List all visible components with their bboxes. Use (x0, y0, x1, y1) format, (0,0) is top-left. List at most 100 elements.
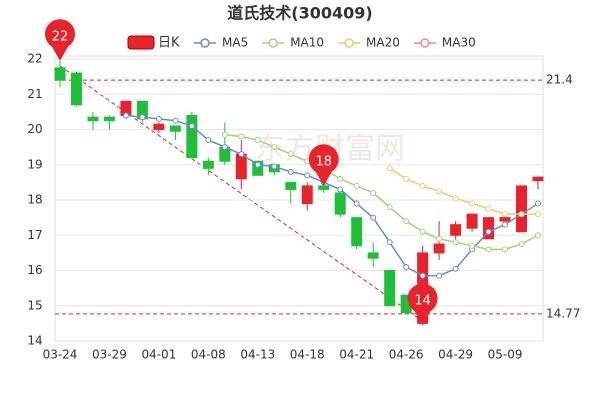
ma-point (386, 165, 393, 172)
candle-body (202, 160, 214, 169)
legend-swatch (127, 35, 155, 50)
ma-point (139, 114, 146, 121)
y-tick-label: 17 (27, 228, 42, 242)
plot-border (54, 55, 544, 342)
marker-label: 14 (414, 294, 431, 309)
x-tick-label: 05-09 (488, 348, 523, 362)
candle-body (153, 123, 165, 131)
ma-point (155, 115, 162, 122)
x-tick-label: 04-13 (240, 348, 275, 362)
x-tick-label: 04-26 (389, 348, 424, 362)
ma-line (389, 167, 538, 215)
x-tick-label: 04-21 (339, 348, 374, 362)
chart-title: 道氏技术(300409) (227, 4, 372, 23)
ma-point (254, 137, 261, 144)
x-tick-label: 04-01 (141, 348, 176, 362)
ma-point (205, 137, 212, 144)
marker-label: 22 (52, 29, 69, 44)
y-tick-label: 14 (27, 334, 42, 348)
candle-body (169, 125, 181, 132)
y-tick-label: 18 (27, 193, 42, 207)
y-tick-label: 21 (27, 87, 42, 101)
ma-point (485, 228, 492, 235)
candle-body (433, 243, 445, 254)
ma-point (452, 239, 459, 246)
x-tick-label: 04-18 (290, 348, 325, 362)
ma-point (221, 131, 228, 138)
ma-point (535, 200, 541, 207)
candle-body (318, 185, 330, 190)
candle-body (499, 217, 511, 222)
y-tick-label: 15 (27, 298, 42, 312)
ma-point (287, 151, 294, 158)
ma-point (337, 175, 344, 182)
ma-point (403, 218, 410, 225)
ma-point (419, 272, 426, 279)
ma-point (172, 117, 179, 124)
candle-body (384, 270, 396, 307)
candle-body (301, 185, 313, 205)
legend-label: MA30 (442, 36, 476, 50)
legend-label: MA20 (366, 36, 400, 50)
legend-label: 日K (158, 36, 180, 51)
ma-point (436, 188, 443, 195)
marker-label: 18 (315, 154, 332, 169)
ma-point (386, 204, 393, 211)
legend-label: MA5 (222, 36, 248, 50)
legend-label: MA10 (290, 36, 324, 50)
x-tick-label: 04-08 (191, 348, 226, 362)
trend-line (59, 65, 425, 323)
y-tick-label: 19 (27, 157, 42, 171)
ma-point (502, 211, 509, 218)
candle-body (54, 67, 66, 81)
ma-point (419, 182, 426, 189)
ma-point (452, 265, 459, 272)
reference-label: 21.4 (546, 73, 573, 87)
ma-point (518, 241, 525, 248)
ma-point (436, 272, 443, 279)
candle-body (87, 116, 99, 122)
ma-point (485, 246, 492, 253)
ma-point (337, 186, 344, 193)
y-tick-label: 20 (27, 122, 42, 136)
ma-point (287, 168, 294, 175)
y-tick-label: 22 (27, 52, 42, 66)
ma-point (485, 205, 492, 212)
ma-point (386, 239, 393, 246)
ma-point (353, 200, 360, 207)
ma-point (254, 161, 261, 168)
candle-body (285, 181, 297, 190)
y-tick-label: 16 (27, 263, 42, 277)
ma-line (125, 114, 539, 277)
x-tick-label: 03-29 (92, 348, 127, 362)
ma-point (370, 189, 377, 196)
candle-body (351, 217, 363, 247)
ma-point (271, 144, 278, 151)
ma-point (469, 200, 476, 207)
ma-point (353, 182, 360, 189)
ma-point (535, 232, 541, 239)
x-tick-label: 03-24 (43, 348, 78, 362)
candle-body (367, 252, 379, 259)
ma-point (535, 211, 541, 218)
legend-marker (420, 38, 430, 48)
legend-marker (268, 38, 278, 48)
ma-point (238, 133, 245, 140)
candle-body (483, 217, 495, 240)
x-tick-label: 04-29 (438, 348, 473, 362)
legend-marker (200, 38, 210, 48)
ma-point (403, 263, 410, 270)
reference-label: 14.77 (546, 306, 580, 320)
ma-point (271, 163, 278, 170)
marker-pin (45, 19, 76, 61)
ma-point (403, 175, 410, 182)
ma-point (304, 172, 311, 179)
ma-point (221, 144, 228, 151)
candle-body (450, 224, 462, 236)
candle-body (186, 114, 198, 159)
ma-point (122, 112, 129, 119)
ma-point (502, 221, 509, 228)
candle-body (516, 185, 528, 233)
candle-body (466, 213, 478, 229)
